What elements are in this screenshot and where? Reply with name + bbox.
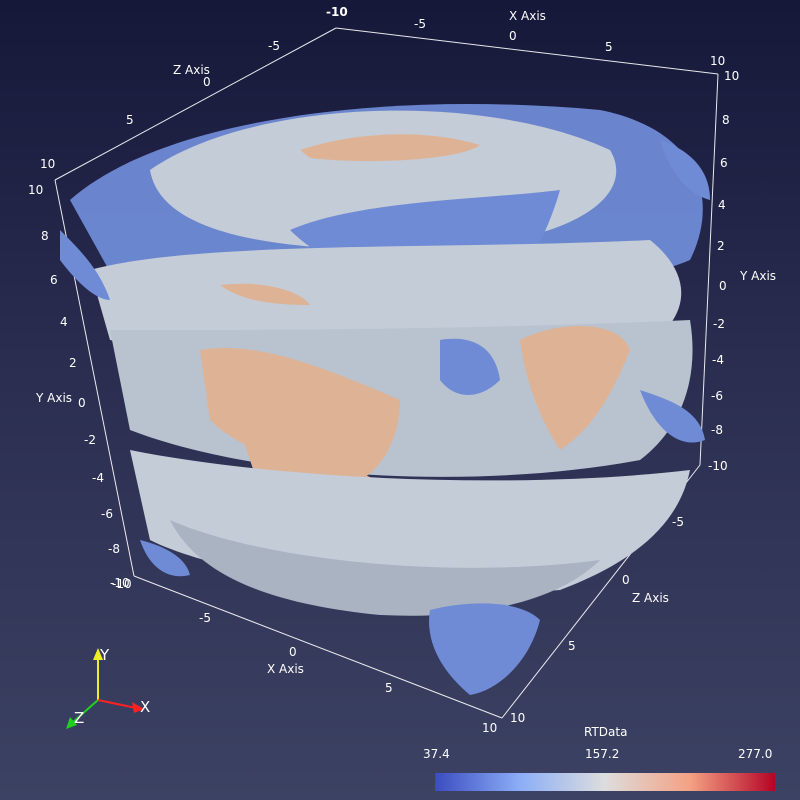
x-tick-label: 0: [509, 29, 517, 43]
x-tick-label: 10: [482, 721, 497, 735]
z-arrow: [71, 699, 99, 724]
x-tick-label: -10: [112, 577, 132, 591]
z-tick-label: -5: [672, 515, 684, 529]
scalar-bar-max: 277.0: [738, 747, 772, 761]
z-arrowhead: [66, 717, 77, 729]
z-tick-label: 0: [622, 573, 630, 587]
x-axis-top-ticks: -10 -5 0 5 10 X Axis: [326, 5, 725, 68]
y-tick-label: -10: [708, 459, 728, 473]
y-tick-label: -10: [110, 576, 130, 590]
y-tick-label: -8: [711, 423, 723, 437]
y-tick-label: -6: [711, 389, 723, 403]
z-tick-label: 10: [40, 157, 55, 171]
x-tick-label: -5: [414, 17, 426, 31]
scalar-bar[interactable]: RTData 37.4 157.2 277.0: [423, 725, 775, 791]
y-tick-label: -4: [92, 471, 104, 485]
isosurface-band: [60, 230, 110, 300]
y-tick-label: 8: [41, 229, 49, 243]
x-arrow: [97, 699, 137, 709]
y-tick-label: 2: [717, 239, 725, 253]
y-tick-label: 4: [718, 198, 726, 212]
z-tick-label: 5: [568, 639, 576, 653]
z-tick-label: 5: [126, 113, 134, 127]
y-tick-label: 4: [60, 315, 68, 329]
z-tick-label: -5: [268, 39, 280, 53]
isosurface-band: [660, 140, 710, 200]
z-axis-title-right: Z Axis: [632, 591, 669, 605]
y-arrowhead: [93, 648, 103, 660]
isosurface-band: [140, 540, 190, 577]
scalar-bar-title: RTData: [584, 725, 627, 739]
y-tick-label: -2: [713, 317, 725, 331]
scalar-bar-gradient: [435, 773, 775, 791]
z-tick-label: 10: [510, 711, 525, 725]
x-arrowhead: [132, 702, 144, 713]
isosurface-band: [300, 134, 480, 162]
z-axis-right-ticks: -5 0 5 10 Z Axis: [510, 515, 684, 725]
y-tick-label: 10: [28, 183, 43, 197]
y-axis-left-ticks: 10 8 6 4 2 0 -2 -4 -6 -8 -10 Y Axis: [28, 183, 130, 590]
y-tick-label: -8: [108, 542, 120, 556]
isosurface-band: [170, 520, 600, 616]
y-axis-right-ticks: 10 8 6 4 2 0 -2 -4 -6 -8 -10 Y Axis: [708, 69, 776, 473]
y-axis-title-left: Y Axis: [35, 391, 72, 405]
scalar-bar-min: 37.4: [423, 747, 450, 761]
y-tick-label: -6: [101, 507, 113, 521]
x-axis-title-top: X Axis: [509, 9, 546, 23]
x-label: X: [140, 698, 150, 716]
isosurface-band: [640, 390, 705, 443]
isosurface-band: [220, 283, 310, 305]
x-tick-label: 5: [605, 40, 613, 54]
y-axis-title-right: Y Axis: [739, 269, 776, 283]
y-tick-label: 0: [719, 279, 727, 293]
y-label: Y: [99, 646, 110, 664]
y-tick-label: -4: [712, 353, 724, 367]
y-tick-label: 6: [50, 273, 58, 287]
z-axis-title-top: Z Axis: [173, 63, 210, 77]
z-axis-top-ticks: -5 0 5 10 Z Axis: [40, 39, 280, 171]
x-tick-label: -5: [199, 611, 211, 625]
z-label: Z: [74, 709, 84, 727]
y-tick-label: 0: [78, 396, 86, 410]
x-tick-label: 10: [710, 54, 725, 68]
orientation-axes: Y X Z: [66, 646, 150, 729]
x-tick-label: -10: [326, 5, 348, 19]
isosurface-band: [429, 603, 540, 695]
isosurface-band: [520, 326, 630, 450]
x-tick-label: 5: [385, 681, 393, 695]
y-tick-label: 8: [722, 113, 730, 127]
x-tick-label: 0: [289, 645, 297, 659]
y-tick-label: 10: [724, 69, 739, 83]
y-tick-label: -2: [84, 433, 96, 447]
isosurface: [60, 104, 710, 695]
y-tick-label: 2: [69, 356, 77, 370]
y-tick-label: 6: [720, 156, 728, 170]
x-axis-bottom-ticks: -10 -5 0 5 10 X Axis: [112, 577, 497, 735]
x-axis-title-bottom: X Axis: [267, 662, 304, 676]
isosurface-band: [440, 338, 500, 395]
z-tick-label: 0: [203, 75, 211, 89]
scalar-bar-mid: 157.2: [585, 747, 619, 761]
